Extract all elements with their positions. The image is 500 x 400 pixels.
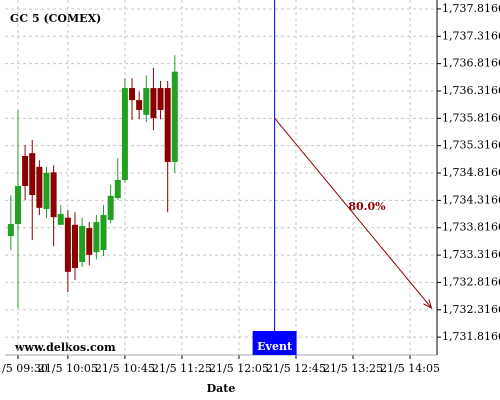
candle-body [100,214,107,250]
chart-title: GC 5 (COMEX) [10,12,101,25]
candle-body [107,195,114,220]
candle-body [43,172,50,209]
arrow-head [423,299,433,309]
y-tick-label: 1,735.3166 [442,139,500,152]
y-tick-label: 1,737.3166 [442,29,500,42]
forecast-arrow [274,117,432,309]
y-tick-label: 1,736.3166 [442,84,500,97]
candle-body [136,100,143,110]
event-label: Event [257,340,293,353]
y-tick-label: 1,731.8166 [442,330,500,343]
candle-body [121,88,128,180]
candle-body [93,222,100,253]
candle-body [29,153,36,196]
y-tick-label: 1,733.3166 [442,248,500,261]
arrow-label: 80.0% [348,200,386,213]
candle-body [79,225,86,263]
candle-body [150,88,157,119]
y-tick-label: 1,735.8166 [442,111,500,124]
candle-body [64,217,71,272]
y-tick-label: 1,733.8166 [442,221,500,234]
y-tick-label: 1,732.8166 [442,275,500,288]
candle-body [114,179,121,199]
candle-body [14,186,21,225]
x-tick-label: 21/5 13:25 [323,362,383,375]
candle-body [36,166,43,208]
candle-body [129,88,136,101]
x-tick-label: 21/5 12:45 [266,362,326,375]
candle-body [164,88,171,162]
candle-body [72,224,79,269]
watermark: www.delkos.com [14,341,116,354]
y-tick-label: 1,734.8166 [442,166,500,179]
candle-body [22,156,29,187]
candle-body [50,172,57,218]
candle-body [157,88,164,110]
x-axis-label: Date [207,382,236,395]
x-tick-label: 21/5 14:05 [380,362,440,375]
y-tick-label: 1,737.8166 [442,2,500,15]
x-tick-label: 21/5 11:25 [152,362,212,375]
candle-body [7,224,14,237]
x-tick-label: 21/5 09:30 [0,362,48,375]
y-tick-label: 1,734.3166 [442,193,500,206]
x-tick-label: 21/5 12:05 [209,362,269,375]
candle-body [171,71,178,162]
candle-body [57,213,64,225]
x-tick-label: 21/5 10:05 [38,362,98,375]
x-tick-label: 21/5 10:45 [95,362,155,375]
candle-body [86,228,93,255]
y-tick-label: 1,732.3166 [442,303,500,316]
y-tick-label: 1,736.8166 [442,57,500,70]
event-box [252,331,297,355]
candle-body [143,88,150,115]
